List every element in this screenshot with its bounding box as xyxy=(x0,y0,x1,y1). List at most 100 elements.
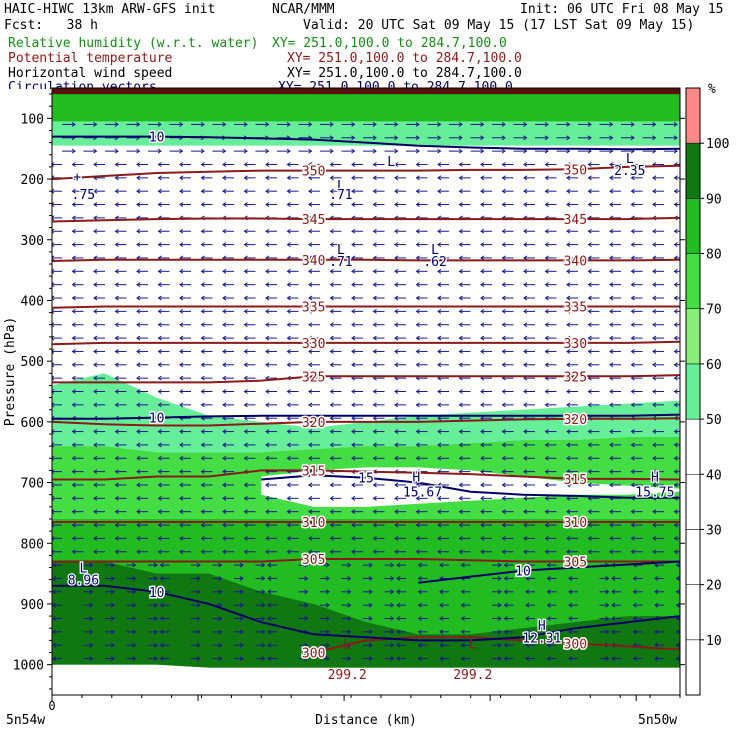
vector-head xyxy=(673,362,678,368)
vector-head xyxy=(652,335,657,341)
vector-head xyxy=(136,495,141,501)
vector-head xyxy=(673,535,678,541)
y-tick-label: 100 xyxy=(21,112,44,127)
vector-head xyxy=(304,562,309,568)
vector-head xyxy=(265,455,270,461)
vector-head xyxy=(523,349,528,354)
vector-head xyxy=(308,389,313,394)
vector-head xyxy=(267,616,272,621)
vector-head xyxy=(587,335,592,341)
vector-head xyxy=(480,362,485,368)
vector-head xyxy=(179,349,184,354)
vector-head xyxy=(458,148,463,154)
vector-head xyxy=(71,202,76,207)
vector-head xyxy=(200,455,205,461)
vector-head xyxy=(673,295,678,301)
vector-head xyxy=(568,576,573,581)
theta-contour-label: 350 xyxy=(302,165,325,180)
vector-head xyxy=(460,616,465,621)
vector-head xyxy=(673,429,678,434)
vector-head xyxy=(587,175,592,181)
vector-head xyxy=(394,148,399,154)
vector-head xyxy=(304,616,309,621)
vector-head xyxy=(609,295,614,301)
vector-head xyxy=(544,228,549,234)
vector-head xyxy=(52,268,55,274)
vector-head xyxy=(308,202,313,207)
vector-head xyxy=(200,228,205,234)
vector-head xyxy=(609,549,614,555)
vector-head xyxy=(566,402,571,408)
vector-head xyxy=(71,122,76,127)
vector-head xyxy=(372,162,377,167)
vector-head xyxy=(587,389,592,394)
vector-head xyxy=(503,576,508,581)
colorbar-swatch xyxy=(685,584,701,641)
vector-head xyxy=(239,642,244,648)
vector-head xyxy=(308,122,313,127)
colorbar-swatch xyxy=(685,418,701,475)
vector-head xyxy=(544,535,549,541)
vector-head xyxy=(52,295,55,301)
vector-head xyxy=(439,589,444,595)
vector-head xyxy=(368,562,373,568)
vector-head xyxy=(673,509,678,515)
vector-head xyxy=(329,535,334,541)
vector-head xyxy=(568,616,573,621)
vector-head xyxy=(568,656,573,661)
vector-head xyxy=(159,656,164,661)
vector-head xyxy=(347,616,352,621)
vector-head xyxy=(132,602,137,608)
vector-head xyxy=(52,402,55,408)
vector-head xyxy=(372,148,377,154)
vector-head xyxy=(136,469,141,475)
vector-head xyxy=(372,228,377,234)
vector-head xyxy=(458,549,463,555)
vector-head xyxy=(546,642,551,648)
vector-head xyxy=(110,562,115,568)
theta-contour-label: 315 xyxy=(302,464,325,479)
vector-head xyxy=(587,135,592,141)
vector-head xyxy=(480,295,485,301)
vector-head xyxy=(261,642,266,648)
vector-head xyxy=(89,616,94,621)
vector-head xyxy=(267,562,272,568)
vector-head xyxy=(458,442,463,448)
vector-head xyxy=(437,362,442,368)
vector-head xyxy=(503,589,508,595)
vector-head xyxy=(222,282,227,288)
vector-head xyxy=(351,175,356,181)
vector-head xyxy=(286,322,291,328)
vector-head xyxy=(480,509,485,515)
vector-head xyxy=(93,148,98,154)
vector-head xyxy=(460,602,465,608)
wind-extremum-label: .71 xyxy=(329,255,352,270)
vector-head xyxy=(110,616,115,621)
vector-head xyxy=(265,308,270,314)
vector-head xyxy=(546,576,551,581)
vector-head xyxy=(609,455,614,461)
vector-head xyxy=(630,455,635,461)
vector-head xyxy=(609,429,614,434)
vector-head xyxy=(153,656,158,661)
vector-head xyxy=(439,629,444,635)
vector-head xyxy=(501,509,506,515)
vector-head xyxy=(609,335,614,341)
vector-head xyxy=(52,362,55,368)
vector-head xyxy=(523,122,528,127)
vector-head xyxy=(265,282,270,288)
vector-head xyxy=(523,522,528,528)
vector-head xyxy=(351,268,356,274)
vector-head xyxy=(523,282,528,288)
vector-head xyxy=(460,589,465,595)
vector-head xyxy=(308,335,313,341)
y-tick-label: 300 xyxy=(21,234,44,249)
vector-head xyxy=(93,522,98,528)
vector-head xyxy=(497,562,502,568)
vector-head xyxy=(265,349,270,354)
vector-head xyxy=(243,349,248,354)
vector-head xyxy=(132,576,137,581)
vector-head xyxy=(179,482,184,488)
vector-head xyxy=(222,228,227,234)
vector-head xyxy=(71,335,76,341)
